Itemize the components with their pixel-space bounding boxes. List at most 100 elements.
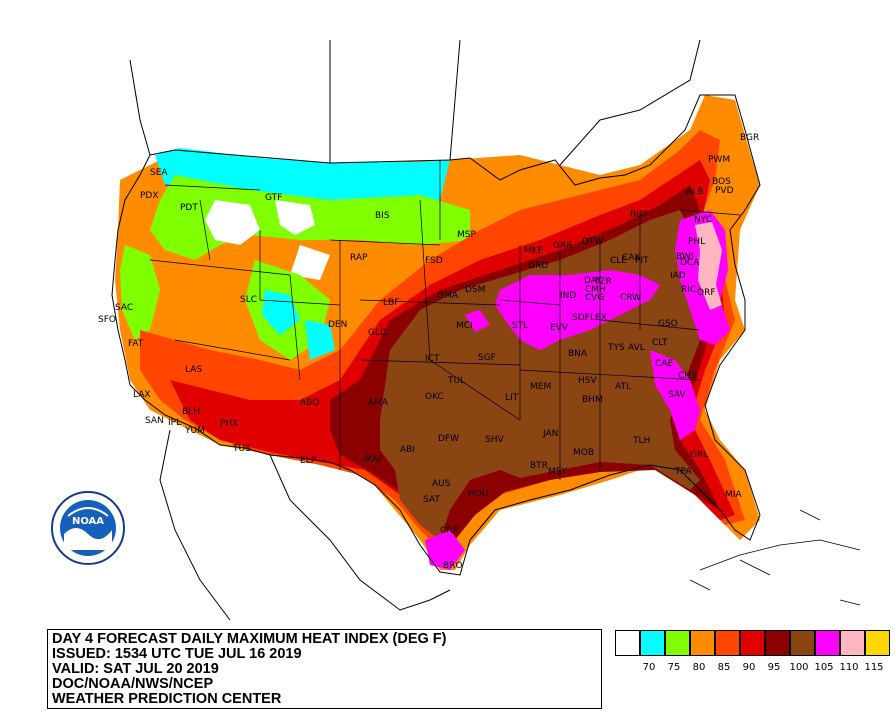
station-CLT: CLT bbox=[652, 338, 668, 348]
station-STL: STL bbox=[512, 321, 528, 331]
station-NYC: NYC bbox=[694, 215, 712, 225]
station-SHV: SHV bbox=[485, 435, 504, 445]
noaa-logo-text: NOAA bbox=[72, 516, 104, 527]
station-PWM: PWM bbox=[708, 155, 730, 165]
station-LAX: LAX bbox=[133, 390, 151, 400]
station-CLE: CLE bbox=[610, 256, 627, 266]
station-ABI: ABI bbox=[400, 445, 415, 455]
field-75-west bbox=[262, 290, 335, 360]
station-JAN: JAN bbox=[542, 429, 558, 439]
station-labels: SEA PDX PDT GTF BIS MSP RAP FSD SLC LBF … bbox=[98, 133, 759, 571]
station-SFO: SFO bbox=[98, 315, 116, 325]
station-MSP: MSP bbox=[457, 230, 476, 240]
legend-swatch bbox=[790, 630, 815, 656]
map-title-box: DAY 4 FORECAST DAILY MAXIMUM HEAT INDEX … bbox=[47, 629, 602, 709]
legend-tick-label: 100 bbox=[789, 662, 809, 673]
station-ELP: ELP bbox=[300, 456, 317, 466]
field-70 bbox=[205, 200, 330, 280]
station-TLH: TLH bbox=[632, 436, 650, 446]
station-TPA: TPA bbox=[674, 467, 692, 477]
station-SLC: SLC bbox=[240, 295, 257, 305]
station-ORF: ORF bbox=[697, 288, 716, 298]
station-TYS: TYS bbox=[607, 343, 625, 353]
station-IPL: IPL bbox=[168, 418, 181, 428]
station-DTW: DTW bbox=[582, 237, 603, 247]
station-BRO: BRO bbox=[443, 561, 463, 571]
legend-swatch bbox=[690, 630, 715, 656]
station-SAV: SAV bbox=[668, 390, 686, 400]
station-ORL: ORL bbox=[690, 450, 708, 460]
station-PDT: PDT bbox=[180, 203, 198, 213]
station-CMH: CMH bbox=[585, 285, 606, 295]
heat-index-field bbox=[115, 95, 760, 570]
legend-tick-label: 115 bbox=[864, 662, 884, 673]
station-PDX: PDX bbox=[140, 191, 159, 201]
station-DFW: DFW bbox=[438, 434, 459, 444]
field-110-midwest bbox=[495, 270, 660, 350]
legend-swatch bbox=[665, 630, 690, 656]
station-ORD: ORD bbox=[528, 261, 548, 271]
station-HOU: HOU bbox=[468, 489, 488, 499]
us-outline bbox=[111, 94, 761, 576]
legend-tick-label: 105 bbox=[814, 662, 834, 673]
station-BLH: BLH bbox=[182, 407, 200, 417]
station-GLD: GLD bbox=[368, 328, 387, 338]
station-LBF: LBF bbox=[383, 298, 399, 308]
station-CHS: CHS bbox=[678, 371, 697, 381]
legend-swatch bbox=[640, 630, 665, 656]
center-line: WEATHER PREDICTION CENTER bbox=[52, 691, 282, 707]
station-MCI: MCI bbox=[456, 321, 473, 331]
legend-tick-label: 75 bbox=[667, 662, 681, 673]
station-MIA: MIA bbox=[725, 490, 742, 500]
station-HSV: HSV bbox=[578, 376, 597, 386]
valid-line: VALID: SAT JUL 20 2019 bbox=[52, 661, 219, 677]
agency-line: DOC/NOAA/NWS/NCEP bbox=[52, 676, 214, 692]
gulf-islands bbox=[689, 509, 861, 606]
station-BIS: BIS bbox=[375, 211, 390, 221]
station-TZR: TZR bbox=[593, 277, 612, 287]
station-RAP: RAP bbox=[350, 253, 368, 263]
mexico-border bbox=[159, 429, 451, 621]
station-CVG: CVG bbox=[585, 293, 604, 303]
station-SAN: SAN bbox=[145, 416, 164, 426]
station-ALB: ALB bbox=[686, 187, 703, 197]
station-SGF: SGF bbox=[478, 353, 496, 363]
field-110-se bbox=[425, 310, 700, 570]
station-DSM: DSM bbox=[465, 285, 485, 295]
station-FAT: FAT bbox=[128, 339, 144, 349]
station-MAF: MAF bbox=[364, 455, 383, 465]
station-SAT: SAT bbox=[423, 495, 440, 505]
station-BTR: BTR bbox=[530, 461, 548, 471]
state-lines bbox=[149, 160, 741, 480]
station-ATL: ATL bbox=[615, 382, 631, 392]
station-DEN: DEN bbox=[328, 320, 347, 330]
station-ABQ: ABQ bbox=[300, 398, 319, 408]
legend-tick-label: 90 bbox=[742, 662, 756, 673]
station-BWI: BWI bbox=[676, 252, 693, 262]
station-CRW: CRW bbox=[620, 293, 641, 303]
noaa-logo: NOAA bbox=[50, 490, 126, 566]
station-SDF: SDF bbox=[572, 313, 590, 323]
station-MEM: MEM bbox=[530, 382, 551, 392]
station-LEX: LEX bbox=[590, 313, 607, 323]
station-PHX: PHX bbox=[220, 419, 238, 429]
station-PVD: PVD bbox=[715, 186, 734, 196]
field-115 bbox=[695, 222, 722, 310]
legend-swatch bbox=[740, 630, 765, 656]
station-MSY: MSY bbox=[548, 467, 567, 477]
station-ICT: ICT bbox=[425, 354, 440, 364]
legend-tick-label: 80 bbox=[692, 662, 706, 673]
station-MKE: MKE bbox=[524, 246, 544, 256]
station-OMA: OMA bbox=[437, 291, 459, 301]
station-IAD: IAD bbox=[670, 271, 686, 281]
station-YUM: YUM bbox=[184, 426, 205, 436]
legend-tick-label: 95 bbox=[767, 662, 781, 673]
station-TUS: TUS bbox=[232, 444, 251, 454]
legend-swatch bbox=[765, 630, 790, 656]
station-AUS: AUS bbox=[432, 479, 451, 489]
station-BNA: BNA bbox=[568, 349, 588, 359]
legend-swatch bbox=[715, 630, 740, 656]
station-RIC: RIC bbox=[681, 285, 696, 295]
station-PIT: PIT bbox=[635, 256, 649, 266]
issued-line: ISSUED: 1534 UTC TUE JUL 16 2019 bbox=[52, 646, 302, 662]
